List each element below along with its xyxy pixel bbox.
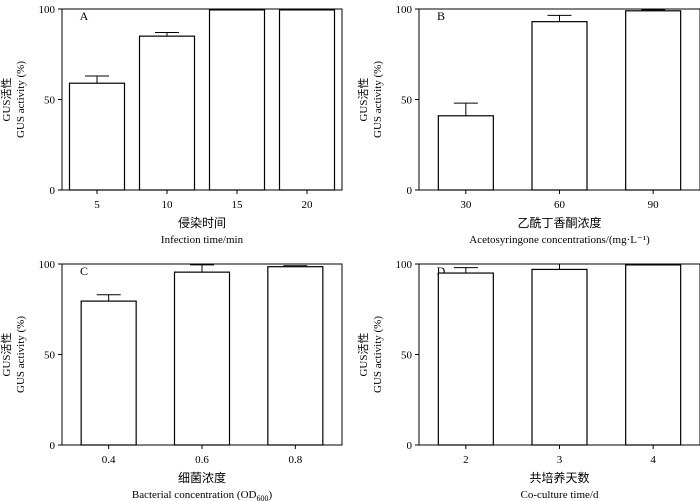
x-tick-label: 20 [302,199,314,211]
x-tick-label: 0.8 [288,454,302,466]
bar [80,300,137,446]
x-axis-label-en-main: Infection time/min [161,234,244,246]
bar [173,271,231,446]
panel-label: B [437,9,445,23]
y-tick-label: 100 [396,259,413,271]
bar [267,266,324,446]
y-tick-label: 100 [39,4,56,16]
y-tick-label: 0 [407,185,413,197]
panel-label: D [437,264,446,278]
y-tick-label: 50 [44,350,56,362]
bar [68,82,126,191]
y-axis-label-cn: GUS活性 [0,332,13,376]
x-tick-label: 3 [557,454,563,466]
panel-label: A [80,9,89,23]
y-axis-label-en: GUS activity (%) [372,61,384,138]
x-tick-label: 30 [460,199,472,211]
bar [138,35,196,191]
x-tick-label: 4 [650,454,656,466]
y-axis-label-cn: GUS活性 [356,332,370,376]
x-axis-label-en-main: Acetosyringone concentrations/(mg·L⁻¹) [469,234,650,246]
x-axis-label-en-suffix: ) [268,489,272,501]
y-tick-label: 100 [39,259,56,271]
y-axis-label-en: GUS activity (%) [15,316,27,393]
x-axis-label-cn: 细菌浓度 [178,470,226,485]
x-tick-label: 10 [162,199,174,211]
x-axis-label-cn: 侵染时间 [178,215,226,230]
bar [625,264,682,446]
y-axis-label-cn: GUS活性 [0,77,13,121]
y-axis-label-en: GUS activity (%) [372,316,384,393]
bar [437,272,494,446]
x-tick-label: 90 [648,199,660,211]
bar [437,115,494,191]
x-axis-label-en: Co-culture time/d [521,489,599,501]
y-axis-label-en: GUS activity (%) [15,61,27,138]
x-axis-label-en: Bacterial concentration (OD600) [132,489,273,501]
x-axis-label-en-subscript: 600 [256,494,268,501]
x-tick-label: 15 [232,199,244,211]
chart-panel-d: D 0 50 100 2 3 4 GUS活性 GUS activity (%) 共培养天数 Co-c… [356,259,700,501]
x-tick-label: 2 [463,454,469,466]
x-axis-label-en: Infection time/min [161,234,244,246]
y-tick-label: 50 [44,95,56,107]
x-tick-label: 5 [94,199,100,211]
x-axis-label-en-main: Bacterial concentration (OD [132,489,257,501]
y-tick-label: 100 [396,4,413,16]
y-tick-label: 0 [407,440,413,452]
bar [278,9,336,191]
x-tick-label: 0.4 [102,454,116,466]
bar [208,9,266,191]
chart-panel-c: C 0 50 100 0.4 0.6 0.8 GUS活性 GUS activity (%) 细菌浓… [0,259,343,501]
y-tick-label: 50 [401,350,413,362]
x-axis-label-en-main: Co-culture time/d [521,489,599,501]
bar [625,10,682,191]
bar [531,21,588,191]
y-tick-label: 0 [50,185,56,197]
y-tick-label: 50 [401,95,413,107]
x-tick-label: 60 [554,199,566,211]
bar [531,268,588,446]
y-tick-label: 0 [50,440,56,452]
chart-panel-b: B 0 50 100 30 60 90 GUS活性 GUS activity (%) 乙酰丁香酮浓… [356,4,700,246]
panel-label: C [80,264,88,278]
chart-panel-a: A 0 50 100 5 10 15 20 GUS活性 GUS activity (%) 侵染时间 I… [0,4,343,246]
x-tick-label: 0.6 [195,454,209,466]
x-axis-label-cn: 乙酰丁香酮浓度 [517,215,601,230]
y-axis-label-cn: GUS活性 [356,77,370,121]
x-axis-label-cn: 共培养天数 [529,470,589,485]
x-axis-label-en: Acetosyringone concentrations/(mg·L⁻¹) [469,234,650,246]
